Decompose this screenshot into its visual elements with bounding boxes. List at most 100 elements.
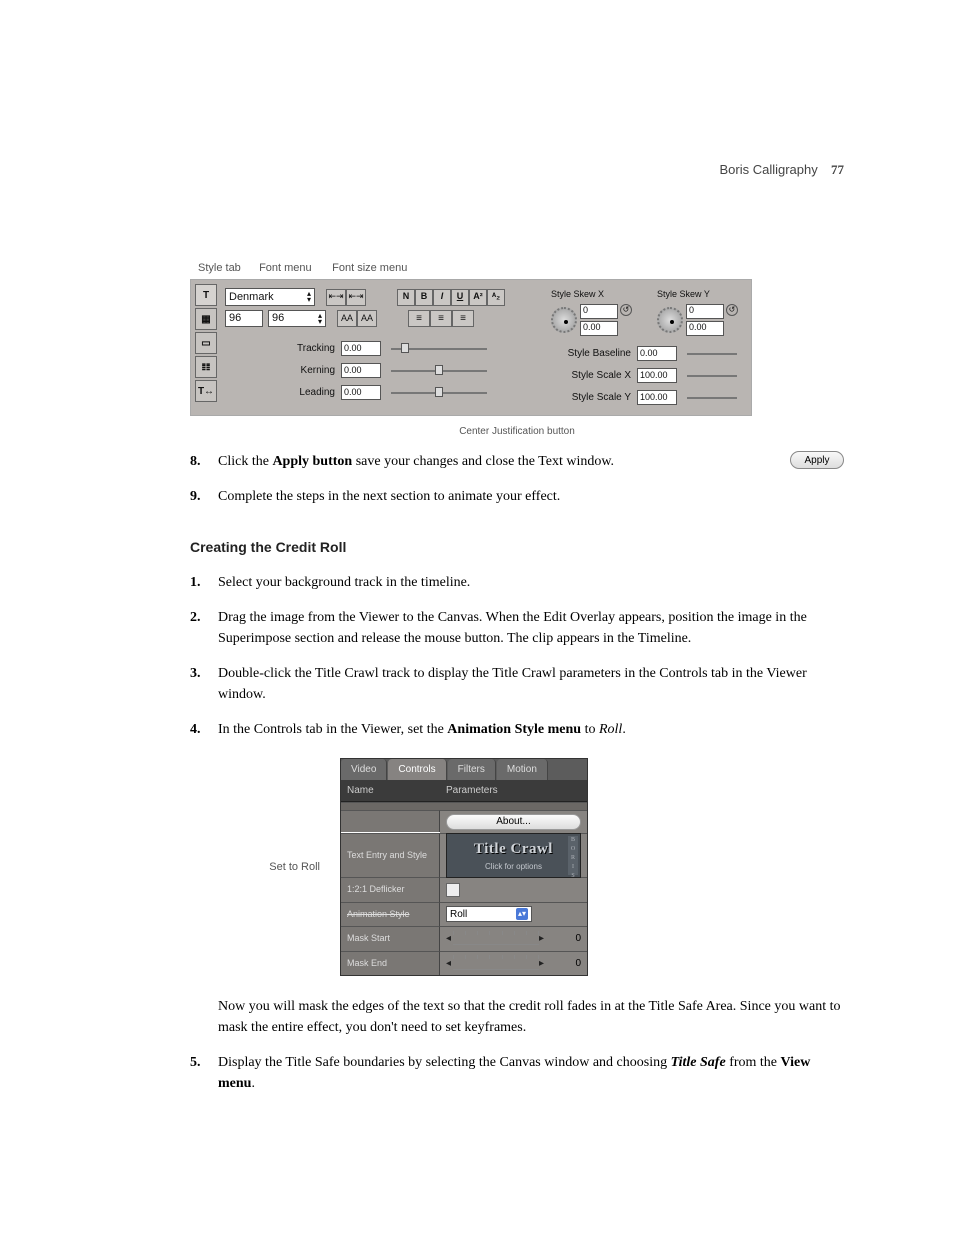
title-crawl-button[interactable]: Title Crawl Click for options BORIS [446,833,581,878]
align-right-btn[interactable]: ≡ [452,310,474,327]
kerning-label: Kerning [225,363,335,378]
tab-motion[interactable]: Motion [497,759,548,780]
dropdown-arrows-icon: ▴▾ [318,313,322,325]
side-tabs: T ▦ ▭ 𝌮 T↔ [195,284,219,402]
step-8-pre: Click the [218,454,272,469]
panel-labels: Style tab Font menu Font size menu [190,260,844,277]
scale-x-value[interactable]: 100.00 [637,368,677,383]
step-number: 9. [190,486,218,507]
kern-left-btn[interactable]: ⇤⇥ [326,289,346,306]
leading-slider[interactable] [391,392,487,394]
step-4-ital: Roll [599,722,622,737]
dropdown-arrows-icon: ▴▾ [307,291,311,303]
skew-y-input[interactable]: 0 [686,304,724,319]
side-tab-text[interactable]: T [195,284,217,306]
row-animation-style: Animation Style [341,902,440,927]
step-5-mid: from the [726,1055,781,1070]
baseline-slider[interactable] [687,353,737,355]
step-number: 2. [190,607,218,649]
step-number: 4. [190,719,218,740]
tracking-slider[interactable] [391,348,487,350]
format-normal-btn[interactable]: N [397,289,415,306]
skew-y-reset-icon[interactable]: ↺ [726,304,738,316]
scale-y-slider[interactable] [687,397,737,399]
paragraph-mask-text: Now you will mask the edges of the text … [218,996,844,1038]
step-4-mid: to [581,722,599,737]
side-tab-path[interactable]: 𝌮 [195,356,217,378]
style-skew-x: Style Skew X 0 ↺ 0.00 [551,288,651,336]
font-size-menu[interactable]: 96 ▴▾ [268,310,326,327]
side-tab-transform[interactable]: T↔ [195,380,217,402]
tab-bar: Video Controls Filters Motion [341,759,587,780]
slider-left-arrow-icon[interactable]: ◂ [446,956,451,971]
format-sub-btn[interactable]: ᴬ₂ [487,289,505,306]
apply-button[interactable]: Apply [790,451,844,469]
slider-left-arrow-icon[interactable]: ◂ [446,931,451,946]
col-params-header: Parameters [440,780,587,802]
skew-x-reset-icon[interactable]: ↺ [620,304,632,316]
step-number: 5. [190,1052,218,1094]
deflicker-checkbox[interactable] [446,883,460,897]
font-size-field[interactable]: 96 [225,310,263,327]
step-number: 3. [190,663,218,705]
skew-y-label: Style Skew Y [657,288,752,302]
align-left-btn[interactable]: ≡ [408,310,430,327]
step-5-pre: Display the Title Safe boundaries by sel… [218,1055,671,1070]
page-number: 77 [831,162,844,177]
step-number: 8. [190,451,218,472]
step-9-text: Complete the steps in the next section t… [218,486,844,507]
step-3-text: Double-click the Title Crawl track to di… [218,663,844,705]
case-small-btn[interactable]: AA [357,310,377,327]
mask-start-value: 0 [561,931,581,946]
slider-right-arrow-icon[interactable]: ▸ [539,956,544,971]
mask-end-value: 0 [561,956,581,971]
row-mask-start: Mask Start [341,926,440,951]
format-bold-btn[interactable]: B [415,289,433,306]
title-crawl-small: Click for options [449,861,578,873]
tab-controls[interactable]: Controls [388,759,446,780]
format-underline-btn[interactable]: U [451,289,469,306]
skew-y-dial[interactable] [657,307,683,333]
format-italic-btn[interactable]: I [433,289,451,306]
scale-x-slider[interactable] [687,375,737,377]
side-tab-border[interactable]: ▭ [195,332,217,354]
skew-x-input[interactable]: 0 [580,304,618,319]
set-to-roll-label: Set to Roll [190,859,330,876]
align-center-btn[interactable]: ≡ [430,310,452,327]
mask-start-slider[interactable] [453,933,539,945]
case-upper-btn[interactable]: AA [337,310,357,327]
figure-caption: Center Justification button [190,424,844,439]
skew-x-dial[interactable] [551,307,577,333]
font-menu[interactable]: Denmark ▴▾ [225,288,315,306]
font-size-value: 96 [272,310,284,327]
label-style-tab: Style tab [198,260,256,277]
roll-value: Roll [450,907,467,922]
kern-right-btn[interactable]: ⇤⇥ [346,289,366,306]
tab-filters[interactable]: Filters [448,759,496,780]
skew-x-value[interactable]: 0.00 [580,321,618,336]
baseline-value[interactable]: 0.00 [637,346,677,361]
slider-right-arrow-icon[interactable]: ▸ [539,931,544,946]
dropdown-arrows-icon: ▴▾ [516,908,528,920]
kerning-value[interactable]: 0.00 [341,363,381,378]
scale-x-label: Style Scale X [555,368,631,383]
step-5-post: . [251,1076,255,1091]
tracking-value[interactable]: 0.00 [341,341,381,356]
leading-label: Leading [225,385,335,400]
side-tab-fill[interactable]: ▦ [195,308,217,330]
scale-y-value[interactable]: 100.00 [637,390,677,405]
tab-video[interactable]: Video [341,759,387,780]
row-deflicker: 1:2:1 Deflicker [341,877,440,902]
controls-figure: Set to Roll Video Controls Filters Motio… [190,758,844,976]
kerning-slider[interactable] [391,370,487,372]
skew-y-value[interactable]: 0.00 [686,321,724,336]
about-button[interactable]: About... [446,814,581,830]
mask-end-slider[interactable] [453,957,539,969]
leading-value[interactable]: 0.00 [341,385,381,400]
animation-style-menu[interactable]: Roll ▴▾ [446,906,532,922]
row-mask-end: Mask End [341,951,440,976]
boris-brand-icon: BORIS [568,836,578,875]
step-1-text: Select your background track in the time… [218,572,844,593]
style-panel: T ▦ ▭ 𝌮 T↔ Denmark ▴▾ ⇤⇥ ⇤⇥ N B I U A² ᴬ… [190,279,752,416]
format-super-btn[interactable]: A² [469,289,487,306]
